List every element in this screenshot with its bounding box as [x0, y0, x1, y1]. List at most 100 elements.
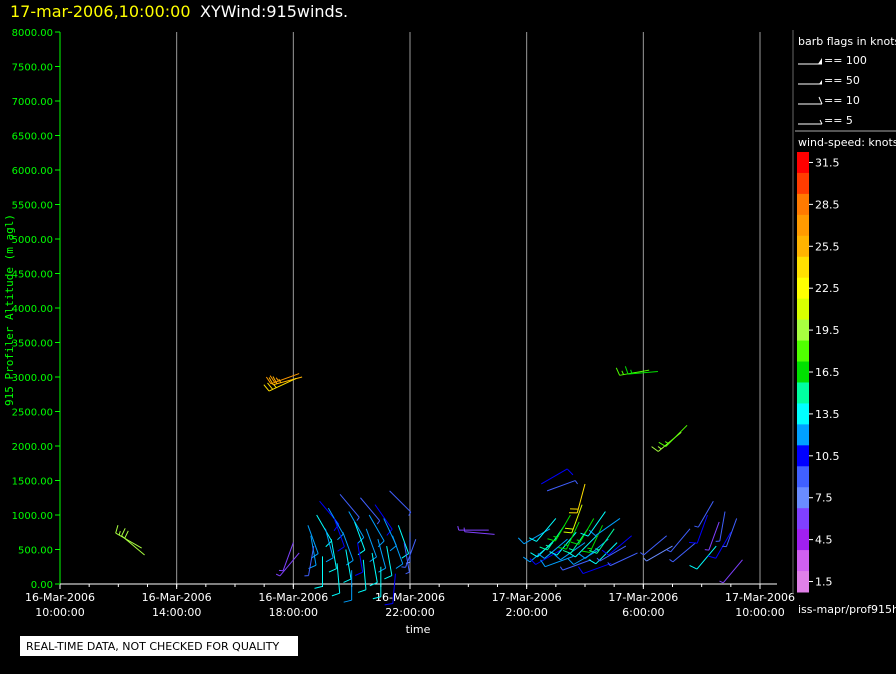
barb-feather [529, 558, 537, 565]
barb-feather [601, 549, 609, 556]
y-tick-label: 1000.00 [12, 511, 53, 522]
wind-barb [342, 532, 354, 566]
barb-shaft [115, 532, 142, 549]
barb-feather [268, 377, 274, 386]
barb-shaft [324, 528, 334, 558]
wind-barb [559, 559, 592, 571]
colorbar-label: 22.5 [815, 282, 840, 295]
wind-barb [640, 535, 667, 556]
wind-barb [528, 518, 557, 542]
barb-feather [688, 541, 698, 544]
x-tick-time: 10:00:00 [735, 606, 784, 619]
wind-barb [547, 514, 571, 542]
wind-barb [658, 424, 688, 447]
y-tick-label: 5000.00 [12, 235, 53, 246]
barb-half-feather [607, 562, 611, 566]
wind-barb [694, 500, 714, 528]
barb-shaft [670, 528, 691, 553]
axes: 16-Mar-2006 10:00:00 16-Mar-2006 14:00:00 16… [12, 28, 795, 619]
wind-barb [339, 493, 360, 521]
colorbar-bin [797, 340, 809, 363]
barb-feather [564, 527, 574, 530]
x-tick-time: 18:00:00 [269, 606, 318, 619]
barb-shaft [544, 555, 574, 568]
source-label: iss-mapr/prof915h [798, 603, 896, 616]
wind-barb [529, 549, 562, 565]
barb-feather [267, 382, 274, 390]
barb-feather [115, 525, 119, 534]
barb-half-feather [621, 370, 625, 375]
colorbar-bin [797, 550, 809, 572]
colorbar-bin [797, 172, 809, 195]
legend-feather [818, 96, 823, 105]
wind-barb [607, 552, 638, 567]
wind-barb [463, 527, 495, 535]
wind-barb [624, 366, 658, 375]
wind-barb [719, 559, 743, 584]
colorbar-label: 19.5 [815, 324, 840, 337]
wind-barb [589, 528, 615, 554]
y-tick-label: 500.00 [18, 546, 53, 557]
barb-feather [384, 603, 393, 606]
wind-barb [689, 545, 717, 570]
wind-barb [615, 367, 650, 376]
colorbar-label: 13.5 [815, 408, 840, 421]
barb-shaft [719, 511, 726, 542]
y-tick-label: 4500.00 [12, 270, 53, 281]
wind-barb [115, 525, 142, 549]
barb-shaft [336, 563, 341, 594]
barb-shaft [646, 545, 673, 562]
colorbar-bin [797, 152, 809, 174]
barb-feather [651, 446, 659, 452]
wind-barb [403, 542, 410, 575]
colorbar-label: 28.5 [815, 198, 840, 211]
wind-barb [268, 376, 303, 386]
wind-barb [324, 528, 334, 563]
barb-half-feather [118, 531, 121, 536]
colorbar-title: wind-speed: knots [798, 136, 896, 149]
wind-barb [643, 545, 673, 562]
barb-shaft [282, 542, 294, 571]
colorbar-bin [797, 256, 809, 279]
barb-shaft [725, 518, 738, 547]
barb-feather [588, 559, 597, 565]
wind-barb [707, 532, 732, 559]
barb-legend-label: == 100 [824, 54, 867, 67]
colorbar-bin [797, 277, 809, 300]
x-tick-date: 16-Mar-2006 [258, 591, 328, 604]
wind-barb [263, 377, 297, 392]
barb-feather [539, 546, 548, 551]
barb-shaft [362, 559, 367, 590]
barb-shaft [544, 538, 568, 559]
barb-half-feather [278, 378, 282, 383]
colorbar-bin [797, 382, 809, 404]
barb-shaft [272, 376, 303, 386]
barb-shaft [546, 480, 576, 492]
barb-shaft [330, 539, 337, 569]
vertical-gridlines [176, 32, 761, 584]
barb-legend-item: == 100 [798, 54, 867, 67]
wind-barb [537, 538, 568, 559]
wind-barb [316, 514, 333, 548]
y-tick-label: 6500.00 [12, 132, 53, 143]
barb-shaft [397, 525, 410, 554]
barb-shaft [308, 545, 315, 576]
barb-feather [578, 553, 586, 559]
wind-barb [369, 552, 378, 587]
barb-feather [328, 568, 337, 573]
barb-half-feather [553, 535, 558, 538]
wind-barb [343, 570, 353, 603]
barb-shaft [715, 532, 732, 559]
barb-shaft [595, 518, 621, 537]
barb-shaft [307, 525, 319, 554]
barb-half-feather [275, 573, 281, 577]
barb-feather [707, 555, 716, 559]
wind-barb [588, 518, 621, 537]
barb-shaft [562, 559, 592, 571]
barb-shaft [708, 521, 720, 551]
barb-shaft [536, 518, 557, 542]
barb-shaft [389, 490, 412, 513]
wind-barb [558, 521, 580, 550]
barb-shaft [354, 521, 366, 551]
barb-feather [549, 551, 558, 556]
